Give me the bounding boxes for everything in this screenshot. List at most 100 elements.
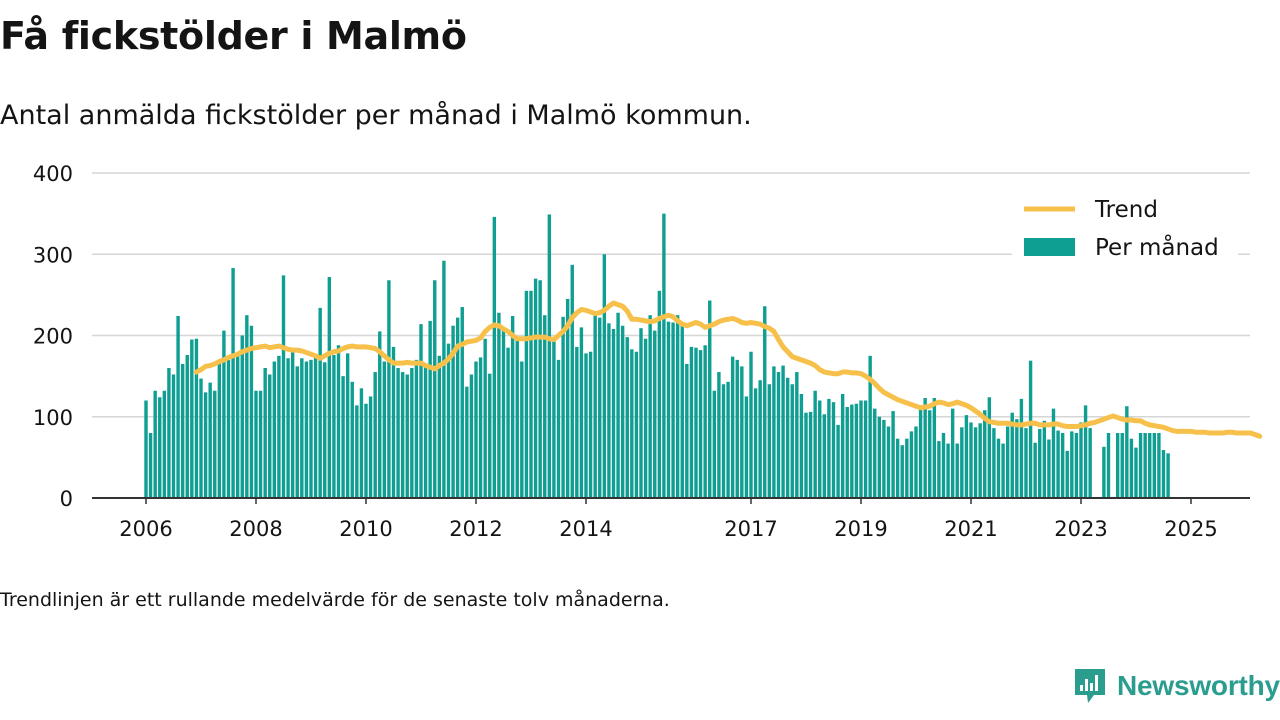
x-tick-label: 2010 xyxy=(339,517,392,541)
y-tick-label: 0 xyxy=(60,487,73,511)
bar xyxy=(740,366,744,499)
bar xyxy=(1079,422,1083,498)
bar xyxy=(799,394,804,498)
bar xyxy=(556,359,561,499)
bar xyxy=(1083,405,1088,499)
bar xyxy=(318,307,322,499)
bar xyxy=(845,407,849,498)
bar xyxy=(1065,450,1069,499)
bar xyxy=(281,275,286,498)
x-axis: 2006 2008 2010 2012 2014 2017 2019 2021 2023 2025 xyxy=(92,497,1250,541)
bar xyxy=(350,381,354,498)
bar xyxy=(662,213,666,499)
bar xyxy=(969,422,973,498)
bar xyxy=(1019,398,1024,499)
bar xyxy=(451,325,455,498)
bar xyxy=(781,365,785,498)
bar xyxy=(1047,439,1051,498)
bar xyxy=(634,351,639,498)
bar xyxy=(671,322,675,498)
bar xyxy=(396,368,400,498)
x-tick-label: 2023 xyxy=(1054,517,1107,541)
x-tick-label: 2008 xyxy=(229,517,282,541)
bar xyxy=(510,316,515,498)
bar xyxy=(1115,433,1120,498)
bar xyxy=(918,406,923,498)
y-tick-label: 400 xyxy=(33,162,73,186)
bar xyxy=(167,368,171,498)
bar xyxy=(611,329,616,498)
newsworthy-logo: Newsworthy xyxy=(1072,664,1280,708)
bar xyxy=(593,311,597,498)
bar xyxy=(1074,433,1079,498)
bar xyxy=(345,353,350,499)
bar xyxy=(657,290,662,498)
bar xyxy=(630,349,634,498)
bar xyxy=(689,346,694,499)
x-tick-label: 2012 xyxy=(449,517,502,541)
bar xyxy=(148,433,153,498)
bar xyxy=(268,374,272,498)
bar xyxy=(442,260,446,498)
bar xyxy=(437,355,442,498)
bar xyxy=(790,384,794,498)
bar xyxy=(1042,420,1047,498)
bar xyxy=(400,372,405,498)
bar xyxy=(772,366,776,499)
bar xyxy=(249,325,254,498)
bar xyxy=(776,372,781,498)
bar xyxy=(1148,433,1152,498)
legend-label: Per månad xyxy=(1095,233,1219,261)
bar xyxy=(176,316,180,498)
bar xyxy=(355,405,359,499)
bar xyxy=(272,361,277,498)
bar xyxy=(455,317,460,498)
bar xyxy=(1015,419,1019,498)
bar xyxy=(730,356,735,499)
bar xyxy=(955,443,959,498)
bar xyxy=(895,438,900,498)
bar xyxy=(1028,360,1033,498)
bar xyxy=(749,351,753,498)
bar xyxy=(419,324,423,499)
bar xyxy=(996,438,1001,498)
bar xyxy=(946,443,950,498)
bar xyxy=(1152,433,1157,498)
legend-label: Trend xyxy=(1094,197,1158,223)
bar xyxy=(877,416,882,498)
bar xyxy=(524,290,529,498)
bar xyxy=(213,390,217,498)
bar xyxy=(180,363,185,498)
bar xyxy=(552,340,556,499)
bar xyxy=(1157,433,1161,498)
bar xyxy=(533,278,538,498)
bar xyxy=(190,339,194,498)
bar xyxy=(758,380,762,498)
bar xyxy=(538,280,542,498)
bar xyxy=(726,381,730,498)
bar xyxy=(900,445,904,498)
bar xyxy=(1166,453,1170,498)
bar xyxy=(909,431,914,499)
bar xyxy=(804,412,808,498)
legend-swatch-bars xyxy=(1024,238,1075,256)
bar xyxy=(685,363,689,498)
bar xyxy=(607,323,611,498)
bar xyxy=(391,346,396,499)
bar xyxy=(483,338,487,498)
bar xyxy=(478,357,483,498)
bar xyxy=(565,298,570,498)
bar xyxy=(364,403,368,498)
bar xyxy=(1143,433,1147,498)
bar xyxy=(973,427,978,498)
bar xyxy=(469,374,474,498)
bar xyxy=(831,402,836,499)
y-tick-label: 100 xyxy=(33,406,73,430)
bar xyxy=(254,390,258,498)
bar xyxy=(300,358,304,498)
bar xyxy=(378,331,382,498)
bar xyxy=(304,361,309,498)
legend: Trend Per månad xyxy=(1024,197,1219,261)
bar xyxy=(575,346,579,499)
bar xyxy=(446,343,451,499)
